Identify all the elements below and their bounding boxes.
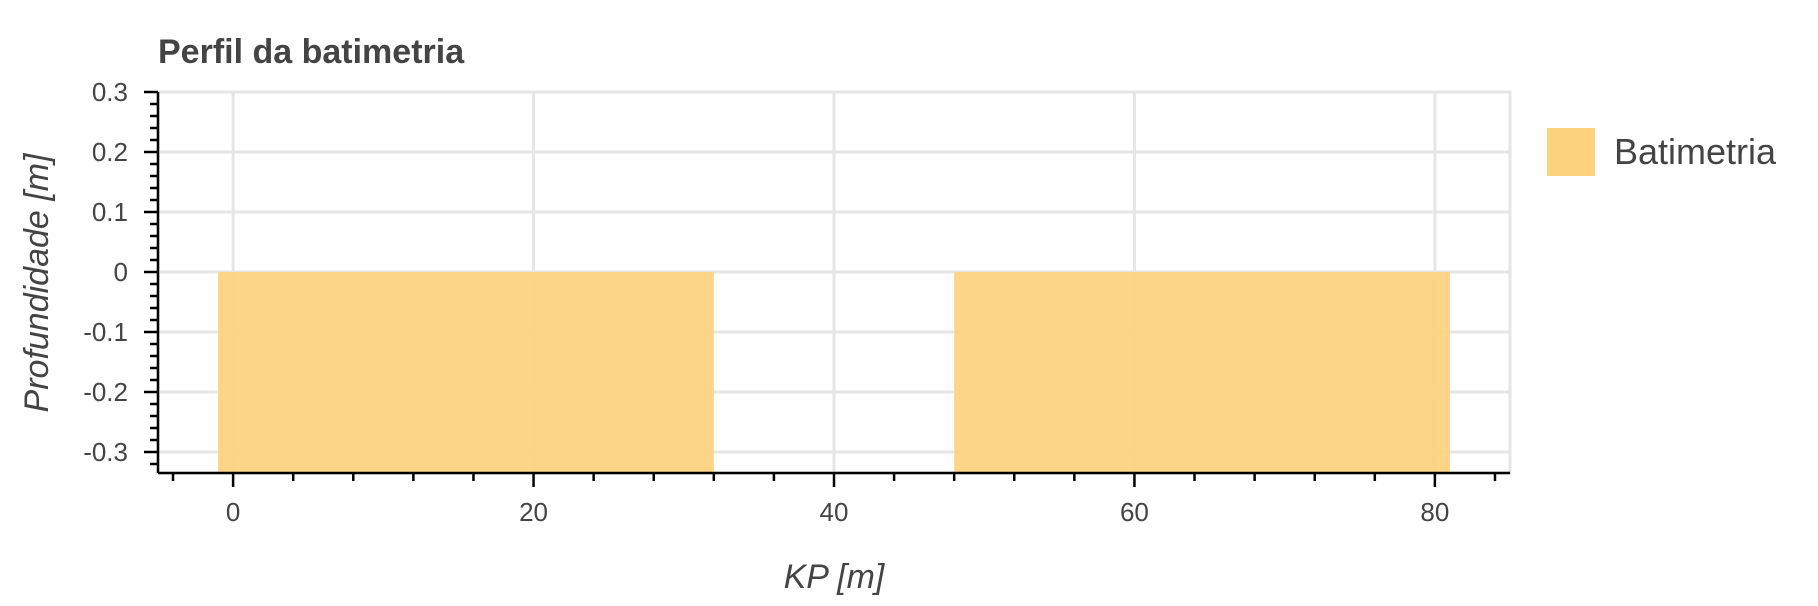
axes <box>144 90 1510 487</box>
legend-label-batimetria: Batimetria <box>1614 131 1777 172</box>
legend: Batimetria <box>1547 128 1777 176</box>
x-tick-label: 0 <box>226 497 240 527</box>
bathymetry-area-segment-2 <box>954 272 1450 473</box>
x-tick-label: 20 <box>519 497 548 527</box>
y-tick-label: 0.1 <box>92 197 128 227</box>
y-tick-label: 0.3 <box>92 77 128 107</box>
x-tick-label: 40 <box>820 497 849 527</box>
y-tick-label: 0.2 <box>92 137 128 167</box>
y-axis-label: Profundidade [m] <box>18 152 56 412</box>
y-tick-label: -0.1 <box>83 317 128 347</box>
tick-labels: 0 20 40 60 80 0.3 0.2 0.1 0 -0.1 -0.2 -0.3 <box>83 77 1449 527</box>
x-tick-label: 60 <box>1120 497 1149 527</box>
x-axis-label: KP [m] <box>784 558 886 596</box>
chart-title: Perfil da batimetria <box>158 33 465 71</box>
y-tick-label: -0.3 <box>83 437 128 467</box>
legend-swatch-batimetria <box>1547 128 1595 176</box>
bathymetry-area-segment-1 <box>218 272 714 473</box>
x-tick-label: 80 <box>1420 497 1449 527</box>
y-tick-label: 0 <box>114 257 128 287</box>
y-tick-label: -0.2 <box>83 377 128 407</box>
bathymetry-areas <box>218 272 1450 473</box>
